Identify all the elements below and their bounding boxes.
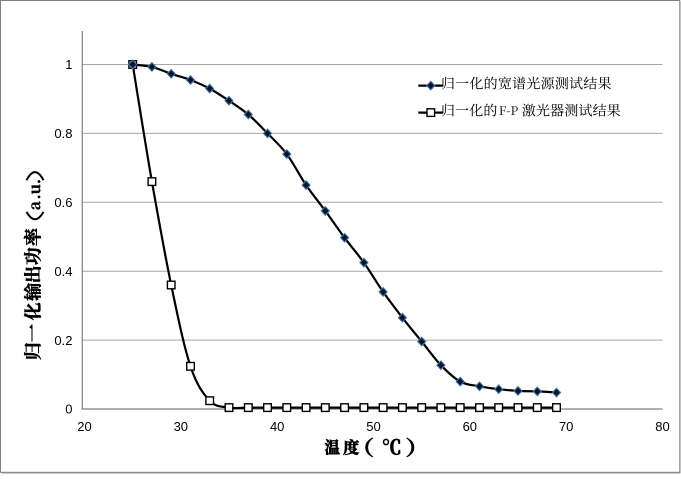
svg-text:30: 30 xyxy=(174,419,188,434)
svg-text:0.2: 0.2 xyxy=(54,333,72,348)
svg-text:70: 70 xyxy=(559,419,573,434)
svg-text:20: 20 xyxy=(77,419,91,434)
svg-text:60: 60 xyxy=(463,419,477,434)
svg-text:0.8: 0.8 xyxy=(54,126,72,141)
svg-text:1: 1 xyxy=(65,57,72,72)
svg-text:0: 0 xyxy=(65,402,72,417)
svg-text:40: 40 xyxy=(270,419,284,434)
svg-text:0.4: 0.4 xyxy=(54,264,72,279)
svg-text:80: 80 xyxy=(655,419,669,434)
svg-text:50: 50 xyxy=(366,419,380,434)
svg-text:0.6: 0.6 xyxy=(54,195,72,210)
